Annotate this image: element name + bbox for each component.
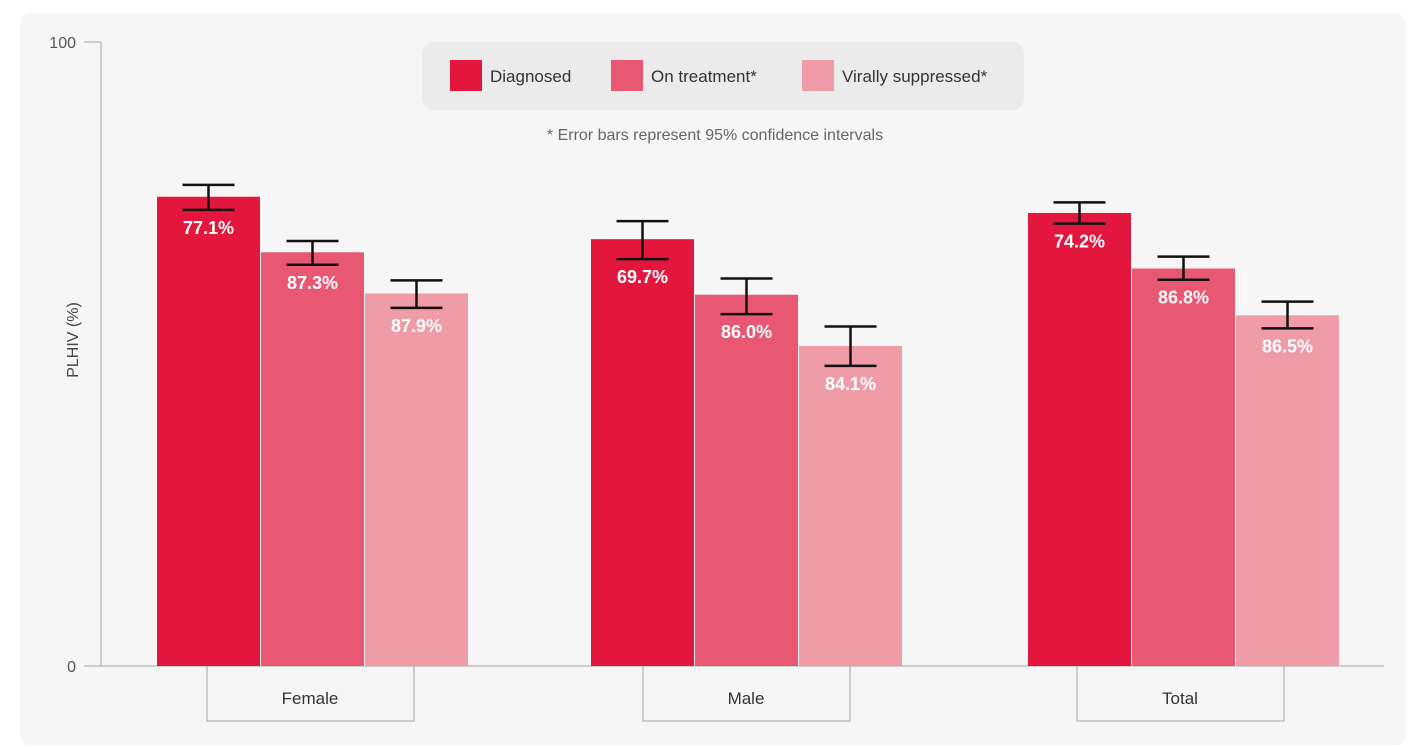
legend-label-virally-suppressed: Virally suppressed* (842, 67, 988, 86)
error-bar-male-virally-suppressed (824, 325, 877, 368)
bar-label-female-diagnosed: 77.1% (183, 218, 234, 238)
bars (157, 196, 1339, 666)
error-bar-total-virally-suppressed (1261, 300, 1314, 330)
legend-swatch-virally-suppressed (802, 60, 834, 91)
bar-total-virally-suppressed (1236, 315, 1339, 666)
bar-label-male-on-treatment: 86.0% (721, 322, 772, 342)
error-bar-total-diagnosed (1053, 201, 1106, 225)
error-bar-note: * Error bars represent 95% confidence in… (547, 127, 883, 144)
category-label-male: Male (728, 689, 765, 708)
legend-label-on-treatment: On treatment* (651, 67, 757, 86)
bar-female-on-treatment (261, 252, 364, 666)
legend-swatch-on-treatment (611, 60, 643, 91)
bar-total-diagnosed (1028, 212, 1131, 666)
legend: Diagnosed On treatment* Virally suppress… (422, 42, 1024, 110)
bar-male-diagnosed (591, 239, 694, 666)
bar-female-virally-suppressed (365, 293, 468, 666)
bar-label-total-virally-suppressed: 86.5% (1262, 336, 1313, 356)
category-label-female: Female (282, 689, 339, 708)
bar-label-female-virally-suppressed: 87.9% (391, 316, 442, 336)
category-labels: Female Male Total (206, 665, 1285, 722)
y-axis-label: PLHIV (%) (65, 302, 82, 378)
error-bar-female-virally-suppressed (390, 279, 443, 310)
bar-label-female-on-treatment: 87.3% (287, 273, 338, 293)
error-bar-female-on-treatment (286, 239, 339, 267)
legend-swatch-diagnosed (450, 60, 482, 91)
bar-label-male-virally-suppressed: 84.1% (825, 374, 876, 394)
y-tick-label-top: 100 (49, 35, 76, 52)
bar-labels: 77.1% 87.3% 87.9% 69.7% 86.0% 84.1% 74.2% 86.8%… (183, 218, 1313, 394)
bar-label-total-diagnosed: 74.2% (1054, 232, 1105, 252)
bar-female-diagnosed (157, 196, 260, 666)
error-bar-total-on-treatment (1157, 255, 1210, 281)
legend-label-diagnosed: Diagnosed (490, 67, 571, 86)
error-bar-male-diagnosed (616, 219, 669, 261)
error-bar-male-on-treatment (720, 277, 773, 316)
bar-male-on-treatment (695, 294, 798, 666)
error-bar-female-diagnosed (182, 183, 235, 212)
bar-total-on-treatment (1132, 268, 1235, 666)
bar-label-total-on-treatment: 86.8% (1158, 288, 1209, 308)
error-bars (182, 183, 1314, 368)
bar-label-male-diagnosed: 69.7% (617, 267, 668, 287)
legend-box (422, 42, 1024, 110)
y-tick-label-bottom: 0 (67, 659, 76, 676)
category-label-total: Total (1162, 689, 1198, 708)
bar-male-virally-suppressed (799, 345, 902, 666)
